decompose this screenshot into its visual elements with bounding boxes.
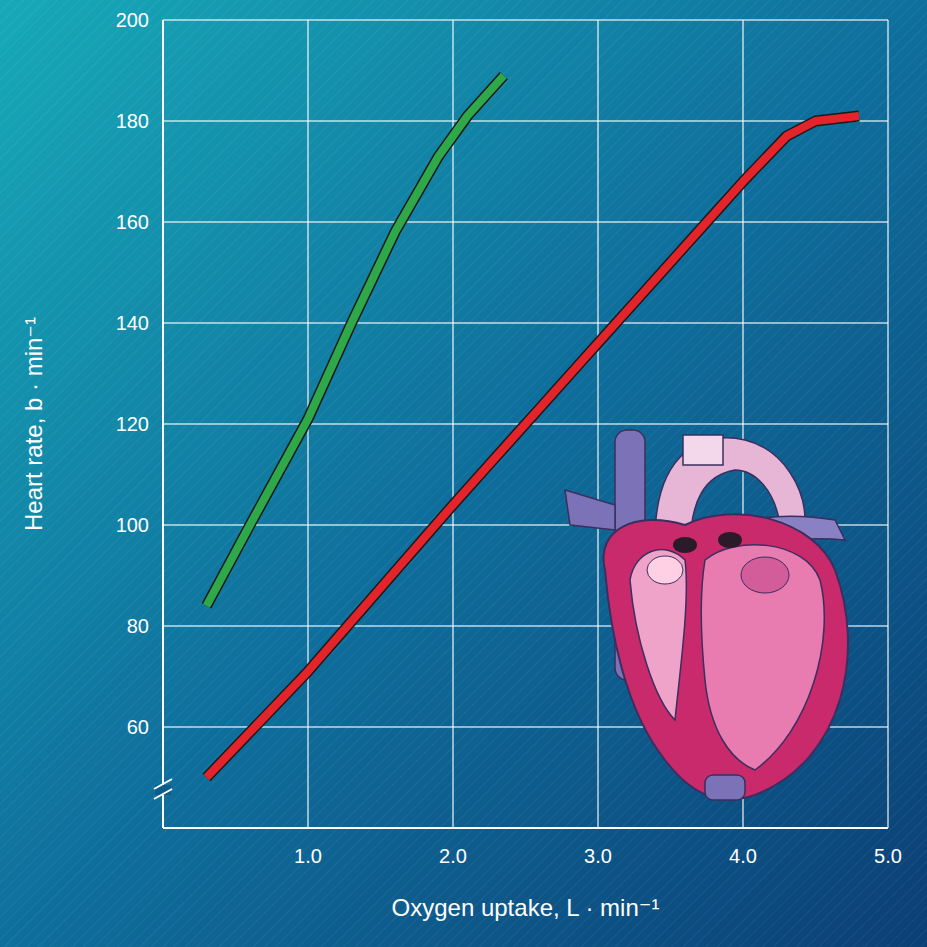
line-outline xyxy=(207,76,504,606)
x-tick-label: 3.0 xyxy=(584,845,612,867)
y-tick-label: 200 xyxy=(116,9,149,31)
heart-illustration xyxy=(565,430,848,800)
data-line xyxy=(207,116,860,778)
grid xyxy=(163,20,888,828)
y-tick-label: 80 xyxy=(127,615,149,637)
background xyxy=(0,0,927,947)
data-line xyxy=(207,76,504,606)
plot-area xyxy=(207,76,860,778)
x-tick-label: 1.0 xyxy=(294,845,322,867)
chart: 60 80 100 120 140 160 180 200 1.0 2.0 3.0 4.0 5.0 Oxy… xyxy=(0,0,927,947)
x-tick-label: 2.0 xyxy=(439,845,467,867)
tick-labels: 60 80 100 120 140 160 180 200 1.0 2.0 3.0 4.0 5.0 xyxy=(116,9,902,867)
y-axis-title: Heart rate, b · min⁻¹ xyxy=(20,317,47,531)
x-axis-line xyxy=(163,827,888,829)
x-axis-title: Oxygen uptake, L · min⁻¹ xyxy=(392,894,660,921)
y-grid-line xyxy=(163,322,888,324)
y-tick-label: 60 xyxy=(127,716,149,738)
y-axis-line xyxy=(162,20,164,828)
y-tick-label: 100 xyxy=(116,514,149,536)
y-tick-label: 120 xyxy=(116,413,149,435)
axis-break xyxy=(154,779,172,799)
x-tick-label: 5.0 xyxy=(874,845,902,867)
line-outline xyxy=(207,116,860,778)
y-tick-label: 180 xyxy=(116,110,149,132)
y-tick-label: 160 xyxy=(116,211,149,233)
y-tick-label: 140 xyxy=(116,312,149,334)
background-hatch xyxy=(0,0,927,947)
x-tick-label: 4.0 xyxy=(729,845,757,867)
y-grid-line xyxy=(163,120,888,122)
y-grid-line xyxy=(163,19,888,21)
x-grid-line xyxy=(597,20,599,828)
y-grid-line xyxy=(163,221,888,223)
x-grid-line xyxy=(887,20,889,828)
